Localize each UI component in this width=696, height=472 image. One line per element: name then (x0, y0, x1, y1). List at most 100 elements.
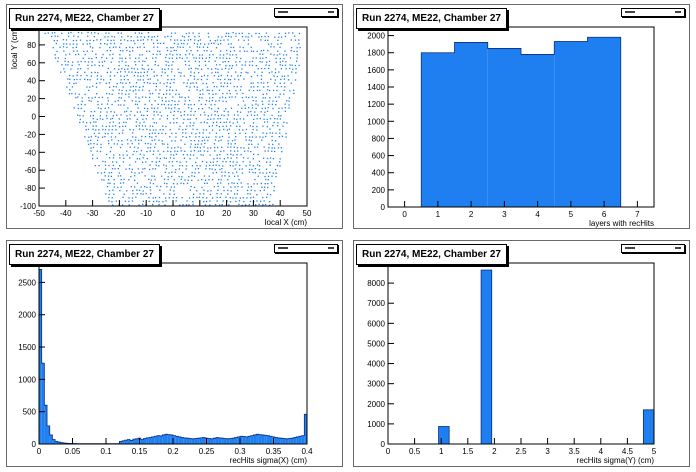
histogram-bar (197, 438, 200, 444)
scatter-point (151, 136, 153, 138)
scatter-point (138, 139, 140, 141)
scatter-point (44, 32, 46, 35)
scatter-point (161, 103, 163, 106)
scatter-point (199, 54, 201, 56)
scatter-point (285, 68, 287, 70)
scatter-point (211, 89, 214, 92)
scatter-point (204, 182, 206, 184)
scatter-point (179, 161, 181, 163)
scatter-point (238, 129, 240, 131)
scatter-point (120, 175, 122, 177)
scatter-point (104, 132, 106, 135)
scatter-point (194, 143, 196, 146)
scatter-point (184, 60, 186, 62)
scatter-point (110, 118, 112, 120)
scatter-point (203, 74, 206, 77)
scatter-point (257, 104, 259, 106)
scatter-point (285, 132, 287, 135)
scatter-point (89, 79, 91, 81)
scatter-point (210, 190, 212, 192)
scatter-point (268, 103, 270, 105)
histogram-bar (642, 409, 655, 445)
scatter-point (250, 197, 252, 199)
scatter-point (119, 189, 121, 192)
scatter-point (228, 171, 230, 174)
scatter-point (231, 140, 234, 142)
scatter-point (108, 193, 110, 195)
scatter-point (242, 157, 245, 159)
scatter-point (207, 139, 209, 142)
scatter-point (190, 185, 192, 188)
scatter-point (87, 67, 89, 70)
scatter-point (120, 182, 122, 184)
scatter-point (95, 125, 97, 127)
scatter-point (266, 118, 268, 121)
scatter-point (255, 96, 257, 99)
scatter-point (183, 75, 185, 77)
scatter-point (186, 82, 188, 84)
scatter-point (168, 57, 171, 59)
scatter-point (198, 35, 200, 38)
scatter-point (190, 143, 192, 145)
scatter-point (237, 39, 240, 41)
scatter-point (202, 136, 204, 138)
scatter-point (99, 150, 102, 153)
scatter-point (262, 57, 264, 59)
scatter-point (54, 57, 57, 59)
scatter-point (129, 118, 131, 120)
scatter-point (241, 68, 243, 70)
scatter-point (252, 50, 255, 52)
scatter-point (73, 50, 75, 52)
scatter-point (113, 154, 115, 156)
y-tick-label: 1000 (367, 117, 385, 126)
scatter-point (101, 125, 104, 127)
scatter-point (132, 47, 134, 49)
scatter-point (80, 103, 83, 106)
scatter-point (166, 85, 168, 87)
scatter-point (110, 39, 112, 42)
scatter-point (195, 82, 198, 84)
scatter-point (233, 114, 236, 116)
scatter-point (266, 110, 269, 112)
scatter-point (180, 147, 182, 149)
histogram-bar (52, 439, 56, 444)
scatter-point (182, 171, 184, 174)
scatter-point (82, 43, 84, 45)
scatter-point (119, 154, 121, 156)
scatter-point (142, 85, 144, 88)
scatter-point (266, 89, 269, 91)
scatter-point (223, 128, 225, 131)
scatter-point (142, 168, 144, 170)
scatter-point (198, 171, 200, 174)
scatter-point (236, 182, 239, 185)
scatter-point (212, 97, 214, 99)
scatter-point (76, 74, 78, 77)
scatter-point (142, 60, 144, 62)
scatter-point (96, 143, 98, 145)
scatter-point (157, 114, 159, 116)
scatter-point (110, 146, 112, 149)
scatter-point (63, 50, 65, 52)
scatter-point (237, 75, 239, 77)
scatter-point (158, 160, 161, 163)
scatter-point (262, 172, 264, 174)
scatter-point (193, 193, 195, 195)
y-tick-label: 4000 (367, 360, 385, 369)
scatter-point (188, 32, 190, 34)
scatter-point (116, 71, 119, 74)
scatter-point (222, 54, 225, 56)
scatter-point (72, 47, 74, 49)
scatter-point (132, 129, 135, 131)
scatter-point (107, 100, 109, 102)
scatter-point (252, 90, 255, 92)
scatter-point (185, 132, 187, 134)
scatter-point (224, 61, 226, 63)
scatter-point (144, 103, 146, 106)
scatter-point (195, 67, 197, 70)
scatter-point (190, 50, 192, 52)
scatter-point (212, 122, 214, 124)
scatter-point (240, 72, 242, 74)
scatter-point (209, 97, 211, 99)
scatter-point (208, 179, 210, 181)
scatter-point (138, 100, 140, 103)
